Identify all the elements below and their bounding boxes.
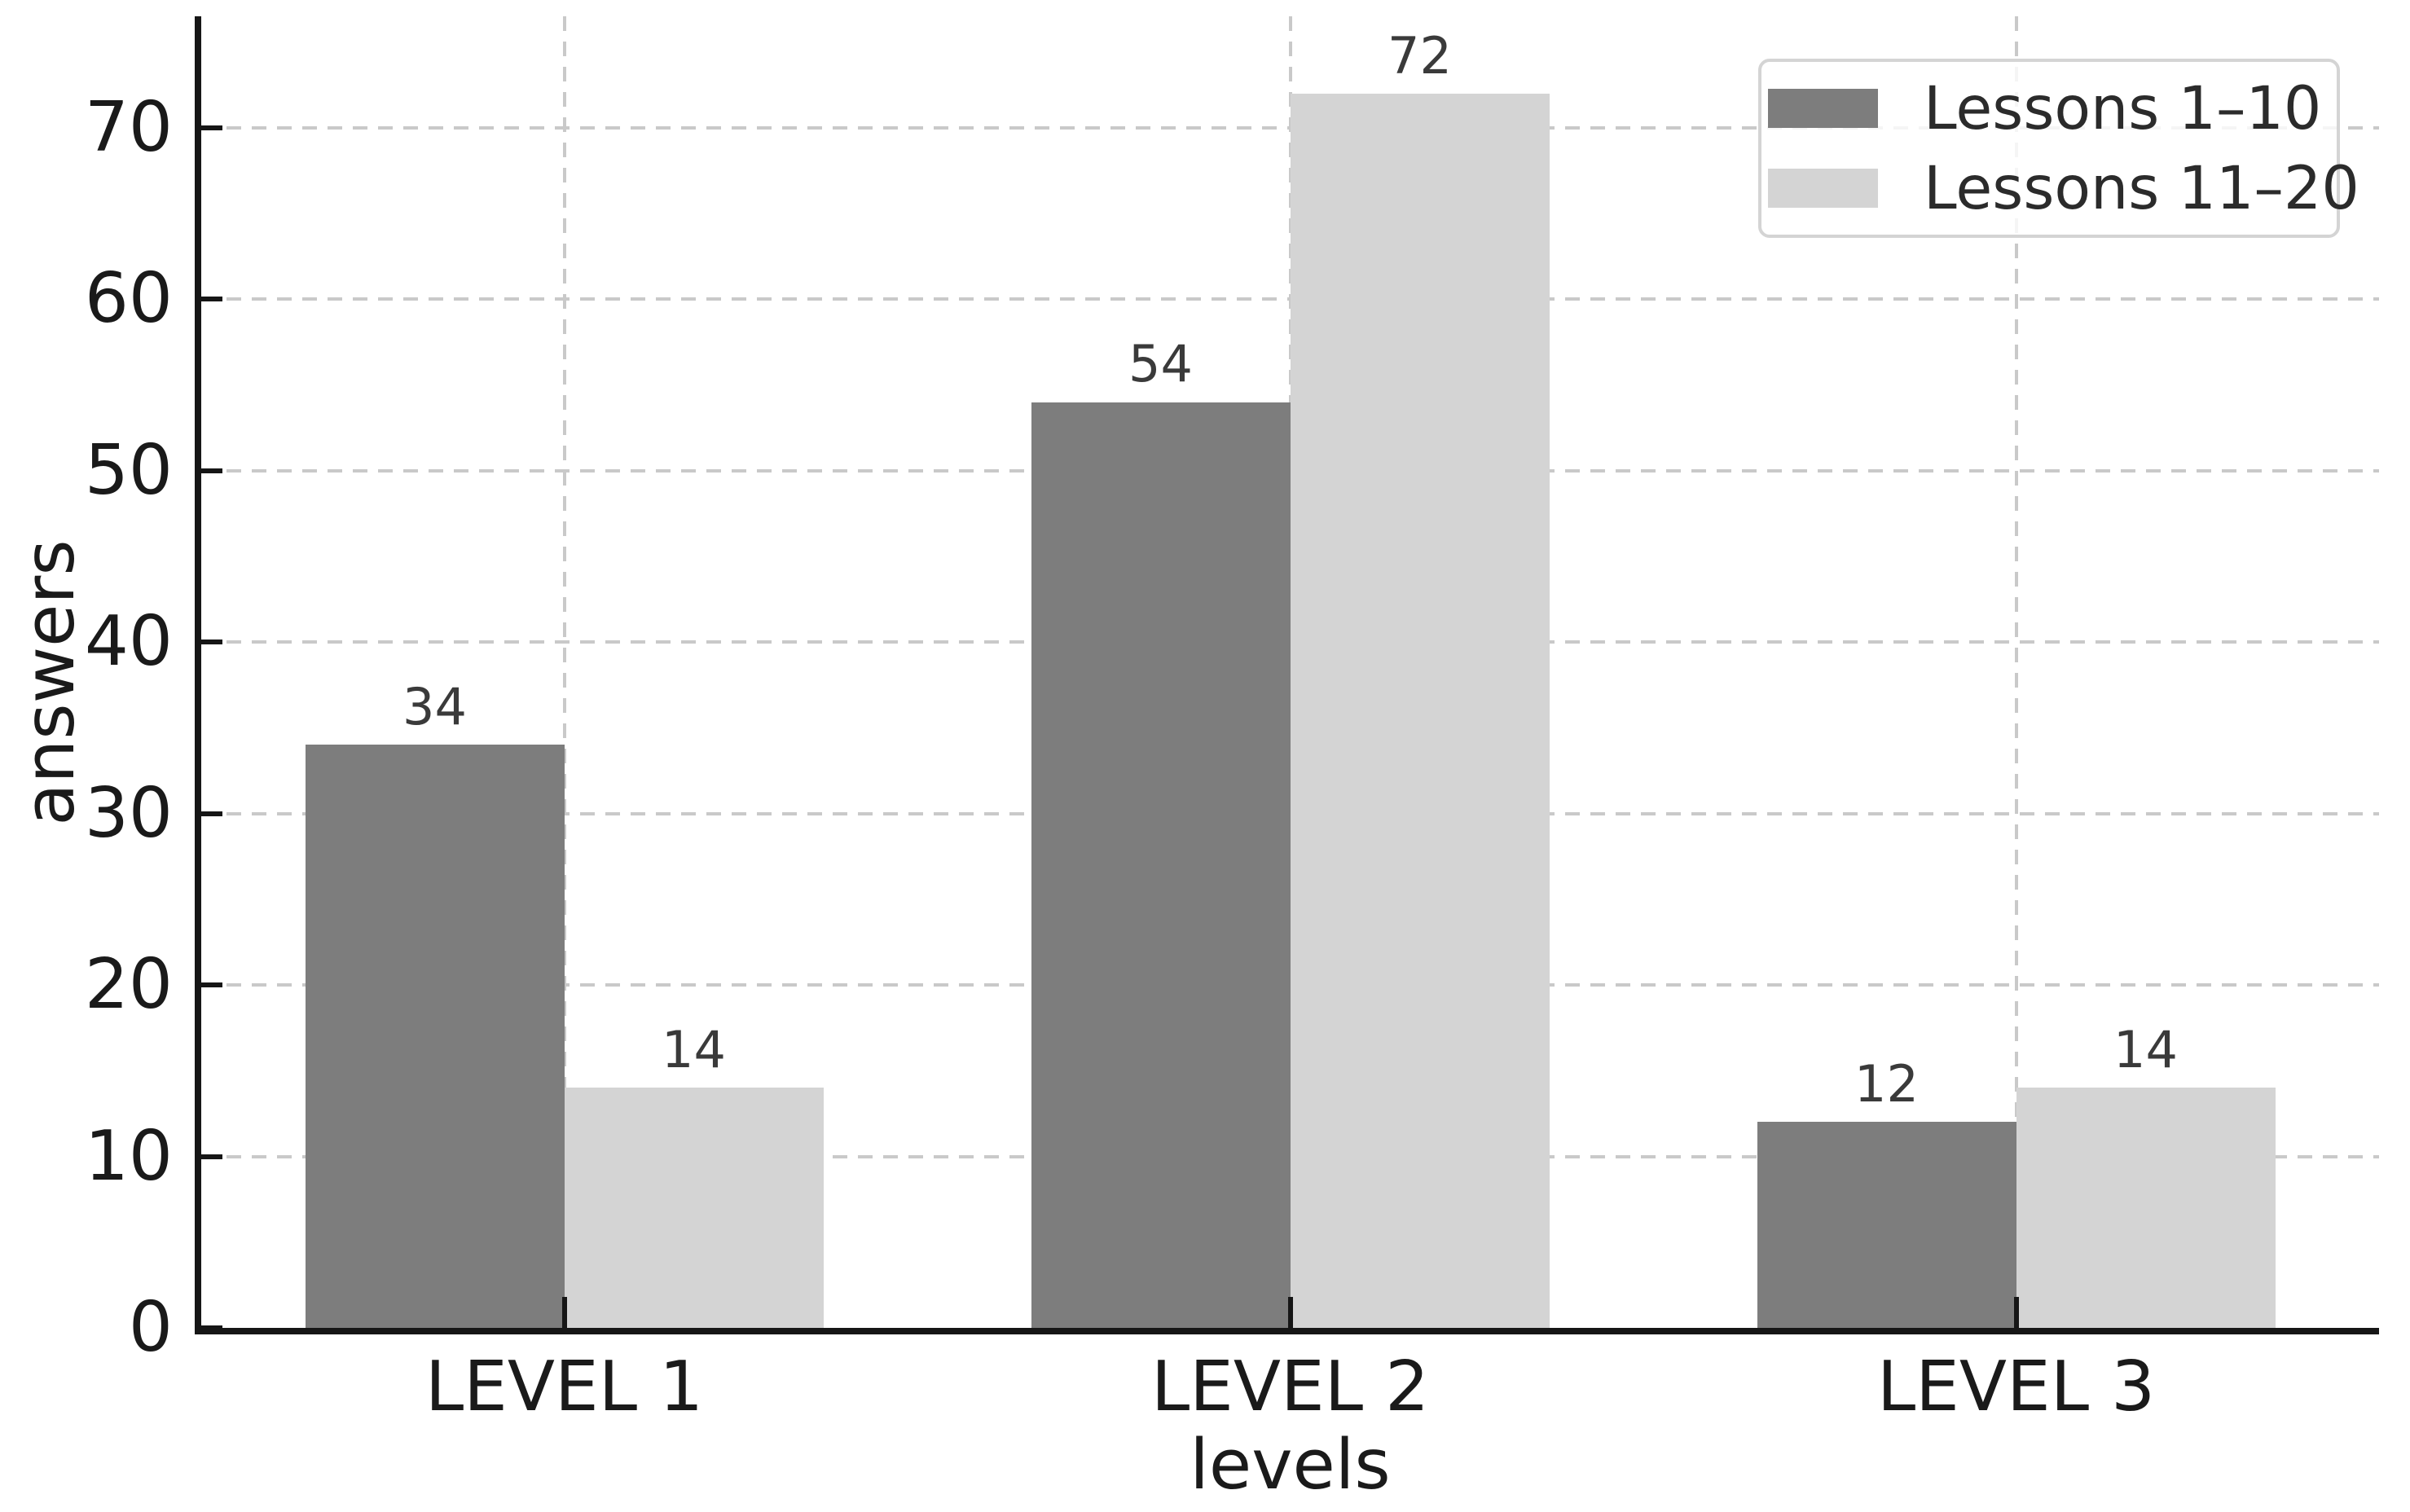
y-tick-label-70: 70 bbox=[84, 86, 173, 168]
y-tick-50 bbox=[201, 468, 222, 473]
y-tick-20 bbox=[201, 982, 222, 988]
y-tick-label-60: 60 bbox=[84, 258, 173, 340]
bar-lessons-1-10-level-2 bbox=[1031, 402, 1291, 1328]
y-tick-label-20: 20 bbox=[84, 944, 173, 1026]
bar-lessons-1-10-level-1 bbox=[305, 745, 565, 1328]
legend-item-lessons-1-10: Lessons 1–10 bbox=[1768, 68, 2337, 148]
value-label-lessons-1-10-level-2: 54 bbox=[1128, 334, 1193, 394]
bar-lessons-11-20-level-3 bbox=[2016, 1088, 2276, 1328]
y-tick-30 bbox=[201, 811, 222, 816]
legend-label-lessons-11-20: Lessons 11–20 bbox=[1924, 153, 2359, 223]
bar-lessons-11-20-level-1 bbox=[564, 1088, 824, 1328]
x-axis-title: levels bbox=[1190, 1425, 1391, 1505]
bar-lessons-1-10-level-3 bbox=[1757, 1122, 2016, 1328]
value-label-lessons-1-10-level-3: 12 bbox=[1854, 1054, 1919, 1114]
y-tick-label-30: 30 bbox=[84, 772, 173, 854]
y-tick-label-40: 40 bbox=[84, 601, 173, 683]
value-label-lessons-1-10-level-1: 34 bbox=[402, 677, 467, 737]
y-tick-0 bbox=[201, 1325, 222, 1330]
y-tick-60 bbox=[201, 297, 222, 302]
gridline-v-level-1 bbox=[562, 16, 566, 1328]
y-tick-label-50: 50 bbox=[84, 429, 173, 511]
x-axis-tick-labels: LEVEL 1 LEVEL 2 LEVEL 3 bbox=[201, 1346, 2379, 1435]
gridline-v-level-3 bbox=[2014, 16, 2018, 1328]
legend-item-lessons-11-20: Lessons 11–20 bbox=[1768, 148, 2359, 228]
bar-lessons-11-20-level-2 bbox=[1290, 93, 1550, 1328]
y-tick-70 bbox=[201, 125, 222, 130]
y-tick-10 bbox=[201, 1154, 222, 1159]
y-tick-label-0: 0 bbox=[128, 1287, 173, 1368]
x-tick-label-level-1: LEVEL 1 bbox=[424, 1347, 704, 1427]
y-tick-label-10: 10 bbox=[84, 1115, 173, 1197]
x-tick-level-1 bbox=[561, 1297, 567, 1328]
value-label-lessons-11-20-level-3: 14 bbox=[2113, 1020, 2178, 1080]
x-tick-label-level-2: LEVEL 2 bbox=[1150, 1347, 1430, 1427]
value-label-lessons-11-20-level-1: 14 bbox=[662, 1020, 726, 1080]
x-tick-label-level-3: LEVEL 3 bbox=[1876, 1347, 2156, 1427]
y-tick-40 bbox=[201, 640, 222, 645]
x-tick-level-2 bbox=[1287, 1297, 1293, 1328]
legend-swatch-lessons-1-10 bbox=[1768, 89, 1878, 128]
value-label-lessons-11-20-level-2: 72 bbox=[1388, 25, 1452, 86]
y-axis-tick-labels: 0 10 20 30 40 50 60 70 bbox=[0, 16, 173, 1362]
legend-label-lessons-1-10: Lessons 1–10 bbox=[1924, 73, 2322, 143]
x-tick-level-3 bbox=[2013, 1297, 2019, 1328]
legend: Lessons 1–10 Lessons 11–20 bbox=[1758, 59, 2359, 238]
legend-swatch-lessons-11-20 bbox=[1768, 169, 1878, 208]
